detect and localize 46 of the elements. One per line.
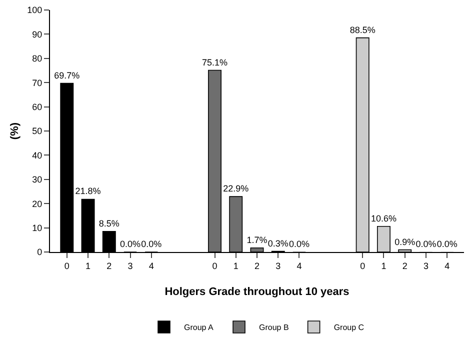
x-tick-label: 2 — [254, 260, 260, 271]
x-tick-label: 1 — [233, 260, 238, 271]
x-tick-label: 3 — [276, 260, 281, 271]
data-label: 0.9% — [394, 236, 416, 247]
x-tick-label: 1 — [86, 260, 91, 271]
data-label: 0.0% — [141, 239, 162, 249]
x-tick-label: 2 — [402, 260, 408, 271]
x-tick-label: 3 — [423, 260, 428, 271]
data-label: 10.6% — [370, 213, 396, 224]
y-tick-label: 70 — [32, 78, 42, 88]
data-label: 88.5% — [350, 24, 376, 35]
legend-label: Group B — [259, 323, 289, 332]
y-tick-label: 10 — [32, 222, 42, 233]
x-tick-label: 0 — [212, 260, 218, 271]
y-axis-title: (%) — [9, 122, 21, 140]
y-tick-label: 60 — [32, 102, 42, 112]
data-label: 1.7% — [246, 234, 268, 245]
data-label: 8.5% — [98, 218, 120, 228]
data-label: 22.9% — [223, 184, 249, 194]
data-label: 0.0% — [288, 239, 310, 249]
y-tick-label: 20 — [32, 198, 42, 209]
y-tick-label: 100 — [27, 5, 42, 16]
x-tick-label: 0 — [360, 260, 366, 271]
y-tick-label: 90 — [32, 29, 42, 40]
x-tick-label: 4 — [148, 260, 154, 271]
y-tick-label: 50 — [32, 126, 42, 136]
y-tick-label: 80 — [32, 54, 42, 64]
legend-label: Group A — [184, 323, 214, 332]
legend-label: Group C — [334, 323, 364, 332]
data-label: 0.0% — [120, 239, 141, 249]
data-label: 0.0% — [416, 239, 436, 249]
y-tick-label: 40 — [32, 150, 42, 160]
data-label: 75.1% — [202, 57, 228, 68]
x-tick-label: 3 — [128, 260, 133, 271]
x-tick-label: 2 — [106, 260, 112, 271]
y-tick-label: 0 — [37, 247, 42, 258]
data-label: 0.3% — [268, 238, 288, 248]
x-tick-label: 4 — [444, 260, 450, 271]
data-label: 21.8% — [75, 186, 101, 196]
data-label: 0.0% — [436, 239, 458, 249]
x-axis-title: Holgers Grade throughout 10 years — [164, 286, 350, 298]
x-tick-label: 4 — [296, 260, 302, 271]
data-label: 69.7% — [54, 70, 80, 80]
x-tick-label: 0 — [64, 260, 70, 271]
y-tick-label: 30 — [32, 174, 42, 185]
x-tick-label: 1 — [381, 260, 386, 271]
